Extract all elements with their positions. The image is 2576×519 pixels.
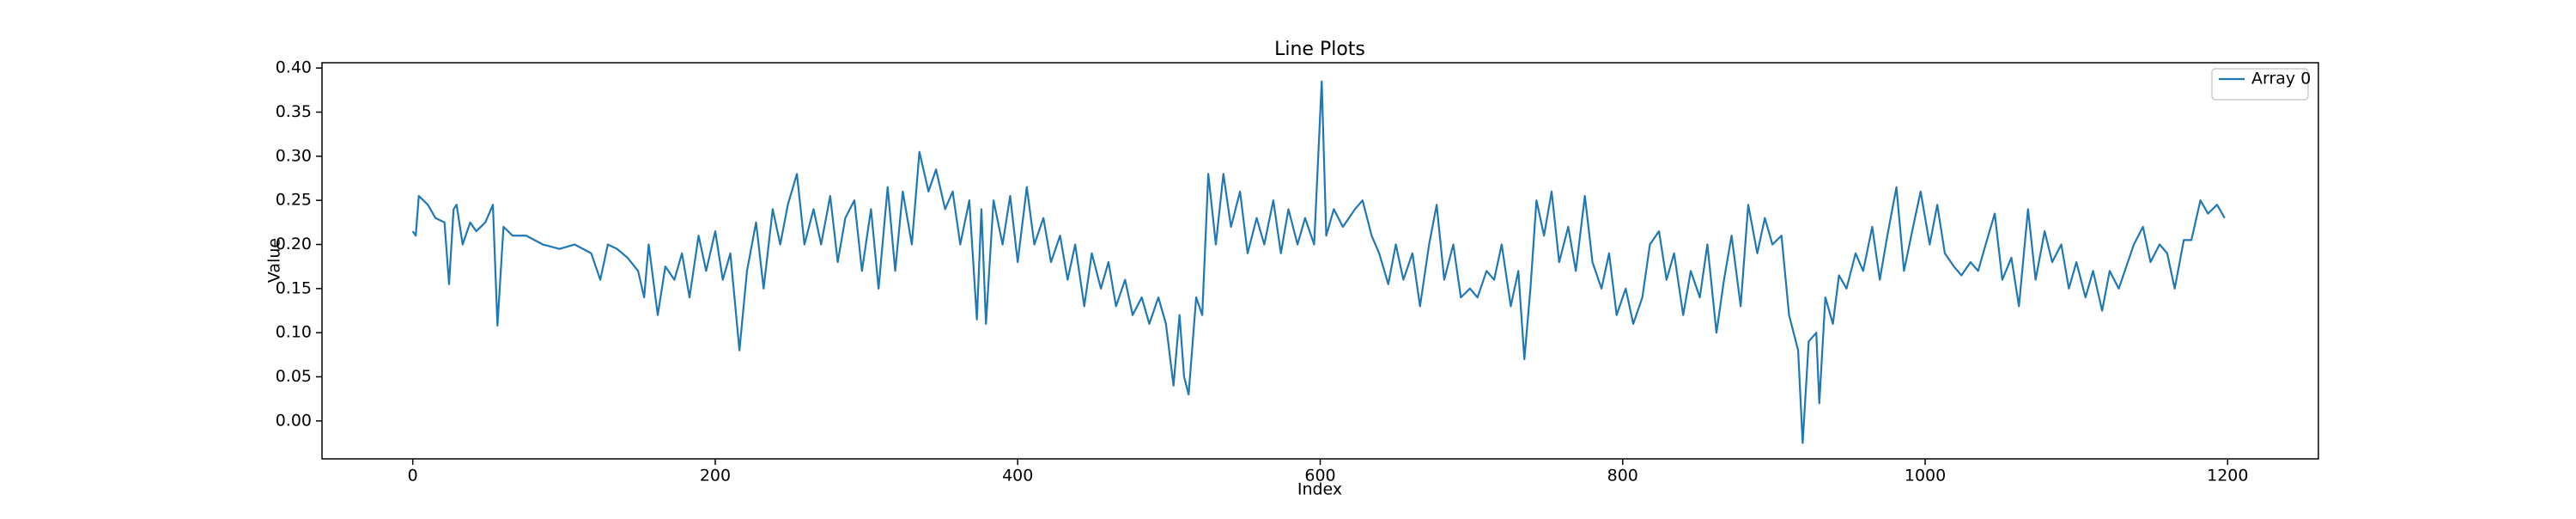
legend-label: Array 0 <box>2251 70 2311 89</box>
x-tick-label: 800 <box>1607 467 1638 485</box>
plot-frame <box>321 62 2319 460</box>
x-tick-label: 200 <box>700 467 731 485</box>
legend-box <box>2211 68 2309 101</box>
x-tick-label: 0 <box>408 467 418 485</box>
line-series <box>411 80 2226 444</box>
y-tick-label: 0.00 <box>276 411 312 430</box>
x-tick-label: 600 <box>1304 467 1335 485</box>
y-tick-label: 0.35 <box>276 102 312 121</box>
y-tick-label: 0.05 <box>276 367 312 386</box>
x-axis-label: Index <box>1297 480 1342 499</box>
y-tick-label: 0.15 <box>276 278 312 297</box>
x-tick-label: 400 <box>1002 467 1033 485</box>
y-tick-label: 0.40 <box>276 58 312 77</box>
y-tick-label: 0.30 <box>276 146 312 165</box>
y-axis-label: Value <box>265 238 284 283</box>
y-tick-label: 0.10 <box>276 323 312 342</box>
y-tick-label: 0.25 <box>276 191 312 210</box>
y-tick-label: 0.20 <box>276 235 312 253</box>
x-tick-label: 1000 <box>1905 467 1946 485</box>
chart-title: Line Plots <box>1274 39 1365 60</box>
x-tick-label: 1200 <box>2207 467 2248 485</box>
